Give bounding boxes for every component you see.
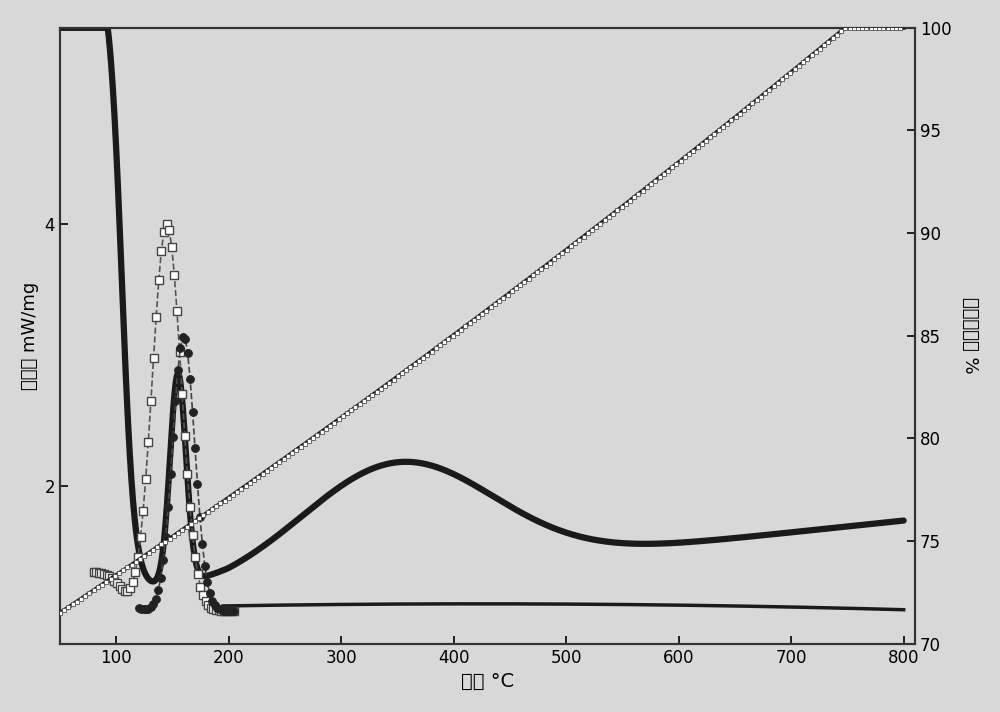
X-axis label: 温度 °C: 温度 °C — [461, 672, 514, 691]
Y-axis label: 质量百分比 %: 质量百分比 % — [961, 298, 979, 374]
Y-axis label: 热流量 mW/mg: 热流量 mW/mg — [21, 282, 39, 390]
